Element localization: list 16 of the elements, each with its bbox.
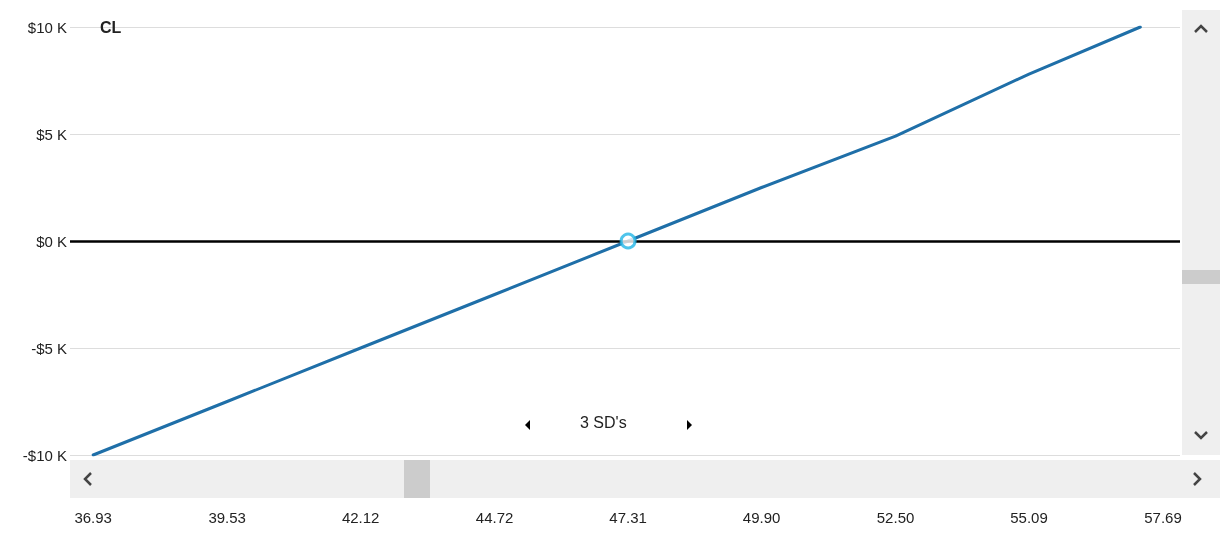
x-tick-label: 47.31 (609, 509, 647, 526)
x-tick-label: 36.93 (74, 509, 112, 526)
x-tick-label: 39.53 (208, 509, 246, 526)
x-tick-label: 57.69 (1144, 509, 1182, 526)
y-tick-label: $5 K (36, 125, 67, 143)
annotation: 3 SD's (580, 413, 627, 431)
x-tick-label: 52.50 (876, 509, 915, 526)
y-tick-label: $10 K (27, 18, 67, 36)
x-tick-label: 49.90 (742, 509, 781, 526)
y-tick-label: -$10 K (22, 446, 67, 464)
y-tick-label: -$5 K (31, 339, 67, 357)
x-tick-label: 42.12 (341, 509, 380, 526)
chart-title: CL (100, 18, 122, 36)
x-tick-label: 55.09 (1010, 509, 1048, 526)
x-tick-label: 44.72 (475, 509, 514, 526)
y-tick-label: $0 K (36, 232, 67, 250)
